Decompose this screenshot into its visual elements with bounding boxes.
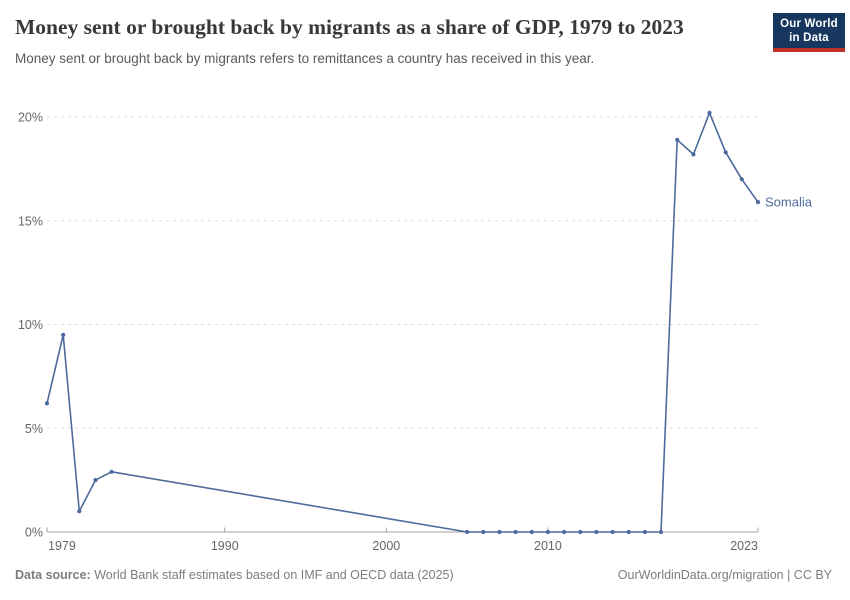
series-point — [658, 529, 664, 535]
owid-logo-line1: Our World — [780, 18, 838, 30]
series-line — [46, 112, 759, 533]
series-point — [691, 152, 696, 157]
series-point — [739, 177, 744, 182]
series-point — [529, 529, 534, 535]
series-point — [642, 529, 648, 535]
y-tick-label: 15% — [18, 214, 43, 228]
series-point — [513, 529, 518, 535]
series-point — [545, 529, 551, 535]
owid-logo: Our World in Data — [773, 13, 845, 52]
entity-label: Somalia — [765, 195, 813, 210]
y-tick-label: 5% — [25, 422, 43, 436]
series-point — [44, 401, 50, 406]
x-tick-label: 1990 — [211, 539, 239, 553]
series-point — [755, 200, 761, 205]
y-tick-label: 10% — [18, 318, 43, 332]
series-point — [723, 150, 728, 155]
credit-note: OurWorldinData.org/migration | CC BY — [617, 568, 832, 582]
series-point — [61, 332, 66, 337]
series-point — [93, 478, 98, 483]
data-source-text: World Bank staff estimates based on IMF … — [90, 568, 454, 582]
series-point — [626, 529, 631, 535]
owid-logo-line2: in Data — [789, 32, 829, 44]
series-point — [481, 529, 486, 535]
chart-title: Money sent or brought back by migrants a… — [15, 15, 684, 39]
x-tick-label: 2023 — [730, 539, 758, 553]
y-tick-label: 0% — [25, 526, 43, 540]
series-point — [465, 529, 470, 535]
data-source-label: Data source: — [15, 568, 91, 582]
series-point — [594, 529, 599, 535]
x-tick-label: 1979 — [48, 539, 76, 553]
series-point — [562, 529, 567, 535]
series-point — [578, 529, 583, 535]
chart-header: Money sent or brought back by migrants a… — [15, 13, 755, 67]
y-tick-label: 20% — [18, 111, 43, 125]
series-point — [497, 529, 502, 535]
data-source-note: Data source: World Bank staff estimates … — [15, 568, 454, 584]
series-point — [109, 469, 114, 474]
series-point — [77, 509, 82, 514]
series-point — [707, 110, 712, 115]
x-tick-label: 2010 — [534, 539, 562, 553]
series-point — [610, 529, 615, 535]
chart-footer: Data source: World Bank staff estimates … — [15, 568, 832, 584]
series-point — [675, 137, 680, 142]
chart-subtitle: Money sent or brought back by migrants r… — [15, 50, 595, 66]
x-tick-label: 2000 — [372, 539, 400, 553]
